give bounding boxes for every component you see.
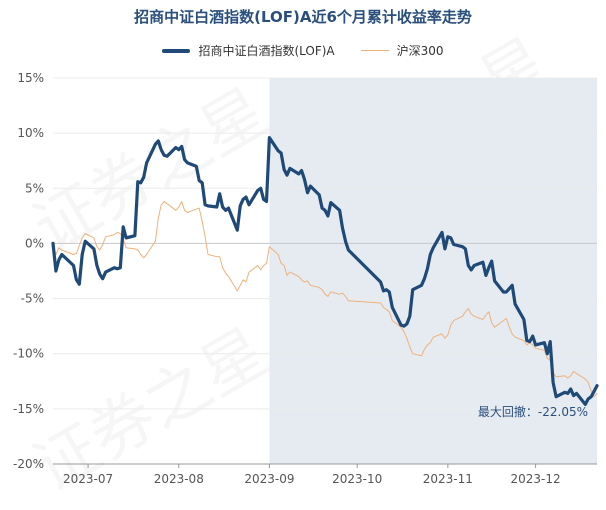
y-tick-label: -10% [13, 347, 44, 361]
legend-swatch-index [360, 50, 389, 51]
series-line-index [52, 201, 598, 398]
legend-label-fund: 招商中证白酒指数(LOF)A [198, 44, 335, 58]
y-tick-label: 10% [17, 126, 44, 140]
legend-swatch-fund [162, 48, 191, 53]
legend-item-fund[interactable]: 招商中证白酒指数(LOF)A [162, 42, 335, 59]
y-tick-label: 15% [17, 71, 44, 85]
y-tick-label: -15% [13, 402, 44, 416]
chart-title: 招商中证白酒指数(LOF)A近6个月累计收益率走势 [134, 8, 472, 26]
x-tick-label: 2023-09 [244, 472, 294, 486]
y-tick-label: 5% [25, 181, 44, 195]
x-tick-label: 2023-10 [332, 472, 382, 486]
series-line-fund [51, 136, 599, 406]
legend-item-index[interactable]: 沪深300 [360, 42, 444, 59]
x-tick-label: 2023-08 [154, 472, 204, 486]
x-tick-label: 2023-07 [63, 472, 113, 486]
y-tick-label: -20% [13, 457, 44, 471]
x-tick-label: 2023-11 [423, 472, 473, 486]
x-tick-label: 2023-12 [511, 472, 561, 486]
chart-legend: 招商中证白酒指数(LOF)A 沪深300 [0, 42, 606, 59]
y-tick-label: -5% [21, 292, 44, 306]
max-drawdown-annotation: 最大回撤：-22.05% [478, 404, 588, 419]
y-tick-label: 0% [25, 236, 44, 250]
shaded-region [269, 78, 597, 464]
legend-label-index: 沪深300 [396, 44, 444, 58]
